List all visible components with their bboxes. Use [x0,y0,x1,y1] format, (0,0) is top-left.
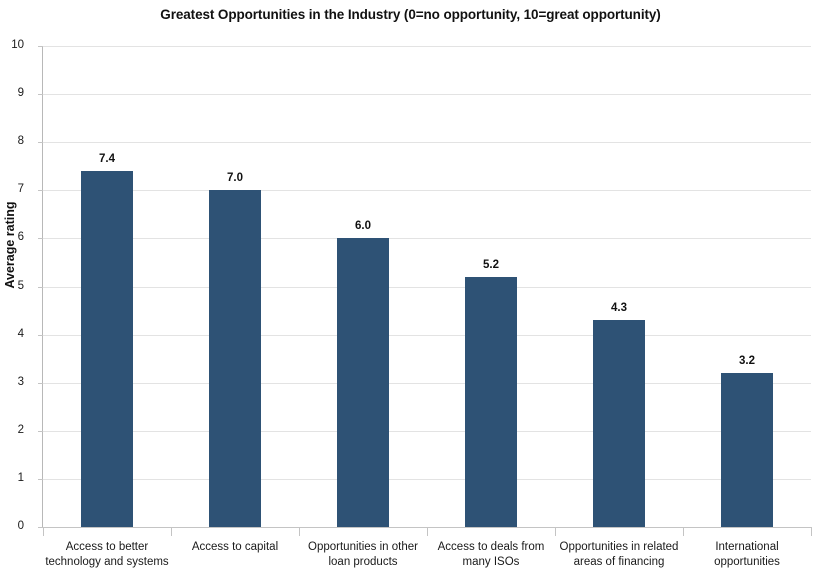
x-axis-tick [427,527,428,536]
x-axis-tick [299,527,300,536]
x-tick-label: Opportunities in other loan products [299,540,427,570]
y-tick-mark [38,382,43,384]
bar-slot: 7.0 [171,46,299,527]
bar[interactable] [721,373,773,527]
y-tick-label: 4 [17,327,24,340]
bar-slot: 4.3 [555,46,683,527]
bar-value-label: 7.0 [227,172,243,185]
y-tick-label: 5 [17,279,24,292]
x-axis-tick [683,527,684,536]
bar[interactable] [337,238,389,527]
x-axis-tick [811,527,812,536]
gridline [43,334,811,336]
gridline [43,286,811,288]
gridline [43,430,811,432]
y-tick-mark [38,430,43,432]
x-axis-tick [171,527,172,536]
y-tick-label: 2 [17,423,24,436]
bar[interactable] [81,171,133,527]
x-axis-tick [43,527,44,536]
x-tick-label: Access to better technology and systems [43,540,171,570]
bar[interactable] [465,276,517,527]
x-tick-label-line: many ISOs [462,556,520,568]
y-tick-mark [38,527,43,528]
y-tick-label: 8 [17,135,24,148]
x-tick-label-line: Access to better [65,541,149,553]
x-tick-label-line: technology and systems [45,556,169,568]
x-tick-label-line: Access to capital [191,541,279,553]
bar-value-label: 4.3 [611,302,627,315]
bar-slot: 5.2 [427,46,555,527]
gridline [43,46,811,47]
gridline [43,94,811,96]
gridline [43,478,811,480]
bar[interactable] [593,320,645,527]
y-tick-mark [38,46,43,47]
x-tick-label-line: loan products [328,556,398,568]
gridline [43,190,811,192]
y-tick-label: 7 [17,183,24,196]
y-tick-label: 9 [17,87,24,100]
y-tick-label: 3 [17,375,24,388]
bar-value-label: 7.4 [99,153,115,166]
bar-slot: 7.4 [43,46,171,527]
bar-slot: 3.2 [683,46,811,527]
y-tick-mark [38,238,43,240]
plot-area: 10 9 8 7 6 5 4 3 2 1 0 7.4 Access to better technolog… [11,39,812,568]
x-tick-label: Access to deals from many ISOs [427,540,555,570]
x-axis-tick [555,527,556,536]
bar[interactable] [209,190,261,527]
y-tick-mark [38,286,43,288]
y-tick-mark [38,478,43,480]
y-tick-label: 0 [17,520,24,532]
chart-title: Greatest Opportunities in the Industry (… [160,7,661,22]
y-tick-label: 10 [11,39,24,51]
y-tick-mark [38,334,43,336]
y-tick-mark [38,190,43,192]
bar-value-label: 6.0 [355,220,371,233]
y-tick-mark [38,94,43,96]
x-tick-label: Opportunities in related areas of financi… [555,540,683,570]
bar-value-label: 3.2 [739,355,755,368]
x-tick-label-line: areas of financing [573,556,665,568]
x-tick-label-line: opportunities [714,556,780,568]
y-tick-mark [38,142,43,144]
gridline [43,382,811,384]
x-tick-label-line: Opportunities in related [559,541,679,553]
x-tick-label-line: Opportunities in other [308,541,418,553]
x-tick-label-line: Access to deals from [437,541,545,553]
x-tick-label-line: International [715,541,779,553]
y-tick-label: 1 [17,471,24,484]
gridline [43,142,811,144]
bar-slot: 6.0 [299,46,427,527]
x-tick-label: Access to capital [171,540,299,555]
y-tick-label: 6 [17,231,24,244]
gridline [43,238,811,240]
x-tick-label: International opportunities [683,540,811,570]
bar-value-label: 5.2 [483,258,499,271]
